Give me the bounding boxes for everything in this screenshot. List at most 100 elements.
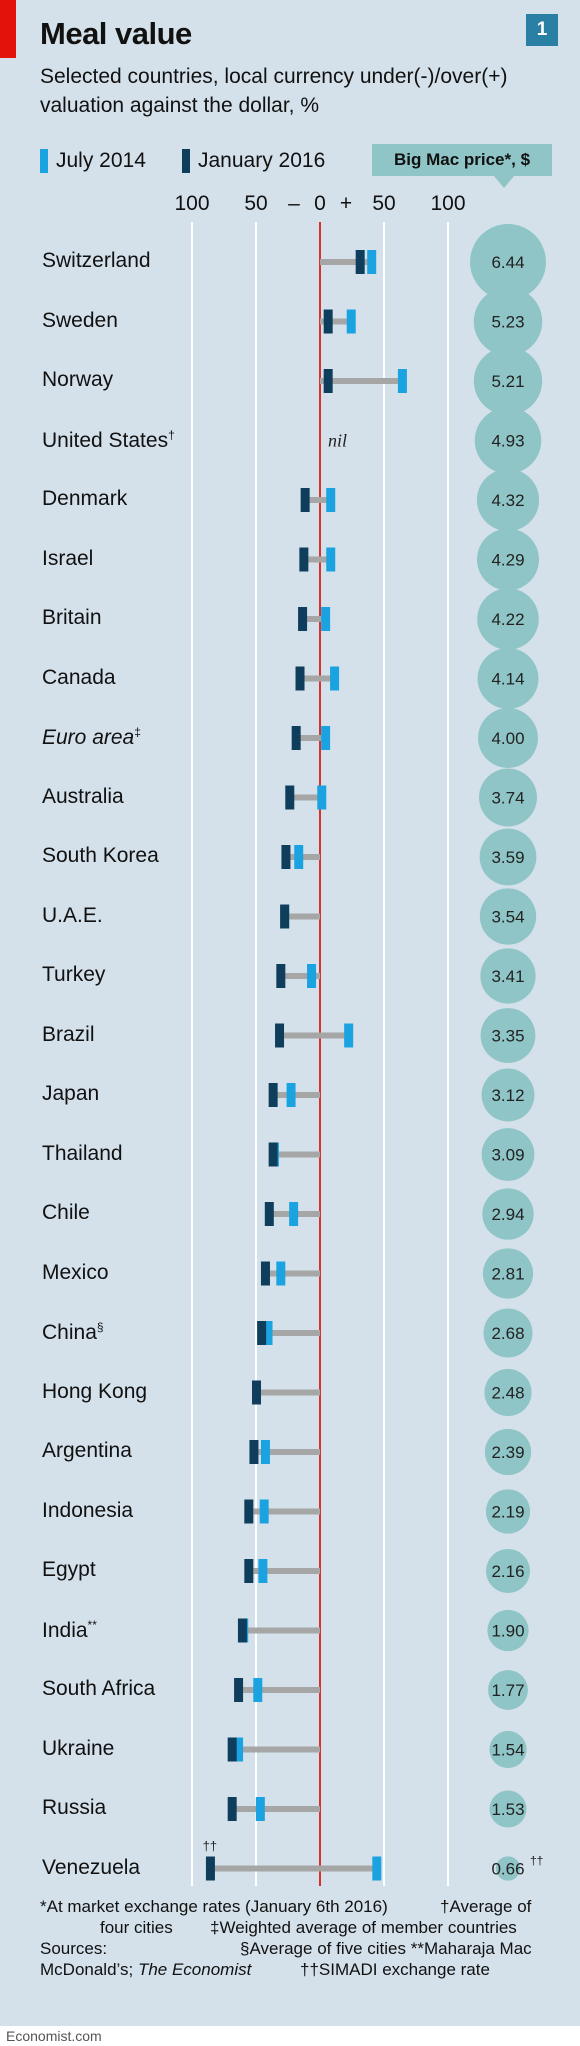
price-bubble (485, 1489, 531, 1534)
chart-title: Meal value (40, 16, 192, 51)
price-value: 0.66 (491, 1860, 524, 1879)
country-label: India** (42, 1618, 97, 1643)
price-value: 1.77 (491, 1681, 524, 1700)
country-name: India (42, 1618, 88, 1642)
marker-january-2016 (281, 845, 291, 869)
legend-swatch-jan (182, 149, 190, 174)
price-value: 4.93 (491, 432, 524, 451)
price-bubble (479, 768, 537, 827)
footnote-sources-label: Sources: (40, 1939, 108, 1958)
marker-january-2016 (257, 1321, 267, 1345)
footer-source: Economist.com (6, 2028, 102, 2044)
legend-swatch-july (40, 149, 48, 174)
price-bubble (479, 828, 537, 886)
footnote-market-rates: *At market exchange rates (January 6th 2… (40, 1897, 388, 1916)
axis-tick-label: 50 (244, 192, 268, 215)
marker-january-2016 (227, 1797, 237, 1821)
jan-footnote-mark: †† (203, 1839, 217, 1854)
country-label: Venezuela (42, 1856, 140, 1880)
country-label: United States† (42, 428, 175, 453)
country-name: Australia (42, 784, 124, 808)
marker-january-2016 (275, 1023, 285, 1048)
price-value: 2.39 (491, 1443, 524, 1462)
country-label: Sweden (42, 309, 118, 333)
country-footnote-mark: ‡ (134, 725, 141, 739)
price-value: 3.09 (491, 1146, 524, 1165)
marker-july-2014 (317, 785, 327, 810)
country-name: Turkey (42, 963, 106, 986)
price-bubble (474, 407, 542, 474)
marker-july-2014 (258, 1559, 268, 1583)
country-label: Egypt (42, 1558, 96, 1582)
marker-january-2016 (237, 1618, 247, 1643)
country-label: Thailand (42, 1142, 123, 1166)
marker-january-2016 (268, 1142, 278, 1167)
price-bubble (489, 1730, 527, 1769)
price-value: 1.54 (491, 1741, 524, 1760)
price-bubble (479, 888, 537, 945)
country-name: Hong Kong (42, 1379, 148, 1403)
axis-tick-label: – (288, 192, 300, 215)
marker-january-2016 (299, 547, 309, 572)
country-name: Egypt (42, 1558, 96, 1581)
marker-january-2016 (268, 1083, 278, 1107)
marker-january-2016 (264, 1202, 274, 1226)
price-bubble (473, 346, 543, 416)
marker-july-2014 (286, 1083, 296, 1107)
marker-july-2014 (307, 964, 317, 988)
footnote-line-2: four cities ‡Weighted average of member … (40, 1917, 560, 1938)
marker-july-2014 (326, 488, 336, 512)
country-label: Switzerland (42, 249, 151, 273)
marker-july-2014 (255, 1797, 265, 1821)
country-name: Norway (42, 368, 114, 391)
country-label: Australia (42, 785, 124, 809)
country-label: Brazil (42, 1023, 95, 1047)
price-bubble (481, 1128, 535, 1181)
footnote-weighted-average: ‡Weighted average of member countries (210, 1918, 517, 1937)
country-label: South Korea (42, 844, 159, 868)
price-value: 2.94 (491, 1205, 524, 1224)
country-name: Denmark (42, 487, 128, 510)
price-bubble (480, 948, 536, 1004)
footnote-sources-mcdonalds: McDonald’s; (40, 1960, 138, 1979)
marker-july-2014 (260, 1440, 270, 1464)
country-name: South Africa (42, 1677, 156, 1700)
nil-label: nil (328, 431, 347, 451)
price-footnote-mark: †† (530, 1854, 543, 1868)
country-name: Switzerland (42, 249, 151, 272)
price-bubble (477, 648, 539, 709)
marker-january-2016 (205, 1856, 215, 1881)
marker-january-2016 (227, 1737, 237, 1762)
country-footnote-mark: † (168, 427, 175, 442)
price-value: 6.44 (491, 253, 524, 272)
country-name: Indonesia (42, 1498, 134, 1522)
marker-july-2014 (253, 1678, 263, 1702)
price-value: 5.23 (491, 313, 524, 332)
country-label: Norway (42, 368, 113, 392)
price-bubble (485, 1548, 531, 1594)
country-name: Brazil (42, 1022, 95, 1046)
big-mac-price-header: Big Mac price*, $ (372, 144, 552, 176)
price-value: 3.41 (491, 967, 524, 986)
price-bubble (482, 1188, 534, 1240)
marker-january-2016 (234, 1678, 244, 1702)
country-label: Hong Kong (42, 1380, 147, 1404)
price-bubble (476, 468, 540, 532)
brand-red-bar (0, 0, 16, 58)
price-value: 4.22 (491, 610, 524, 629)
country-label: Turkey (42, 963, 105, 987)
legend-label-jan: January 2016 (198, 149, 326, 172)
footnote-five-cities: §Average of five cities **Maharaja Mac (240, 1939, 532, 1958)
marker-july-2014 (397, 369, 407, 393)
marker-july-2014 (367, 250, 377, 274)
country-name: United States (42, 428, 169, 452)
footnote-four-cities: four cities (100, 1918, 173, 1937)
legend-january-2016: January 2016 (182, 148, 325, 174)
price-bubble (482, 1248, 534, 1299)
country-label: South Africa (42, 1677, 155, 1701)
price-bubble (478, 708, 538, 768)
footnote-line-1: *At market exchange rates (January 6th 2… (40, 1896, 560, 1917)
marker-january-2016 (285, 785, 295, 810)
marker-january-2016 (244, 1559, 254, 1583)
country-name: Thailand (42, 1141, 123, 1165)
